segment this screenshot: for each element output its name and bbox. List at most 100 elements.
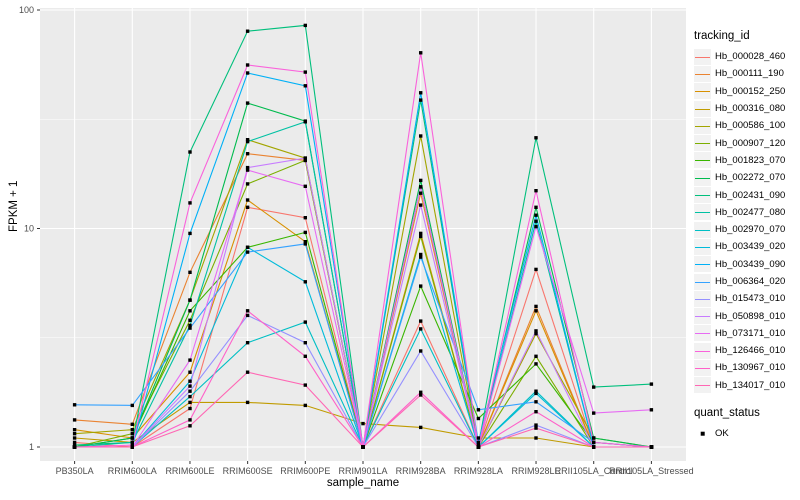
x-tick-label: RRII105LA_Stressed [609,466,694,476]
data-point [245,168,250,172]
data-point [534,304,538,309]
data-point [188,394,192,399]
y-axis-title: FPKM + 1 [8,180,20,232]
data-point [534,309,538,313]
legend-item-label: Hb_000586_100 [715,120,786,132]
legend-item: Hb_003439_090 [694,256,800,273]
data-point [303,84,307,88]
data-point [303,120,307,124]
data-point [361,421,365,426]
data-point [188,370,192,374]
legend-item-label: Hb_126466_010 [715,345,786,357]
legend-item-label: Hb_000152_250 [715,85,786,97]
data-point [72,443,77,447]
legend-item: Hb_000316_080 [694,100,800,117]
data-point [534,423,538,427]
legend-key-line-swatch [694,187,711,204]
data-point [188,298,192,302]
legend-key-line-swatch [694,100,711,117]
data-point [534,224,538,229]
legend-item-label: Hb_130967_010 [715,362,786,374]
data-point [592,440,596,445]
x-tick-label: RRIM600SE [223,466,273,476]
data-point [245,250,250,254]
legend-key-line-swatch [694,290,711,307]
data-point [245,138,250,142]
series-color-line [695,73,710,75]
series-color-line [695,281,710,283]
legend-item-label: Hb_000907_120 [715,137,786,149]
data-point [130,422,134,426]
black-square-point-icon [700,431,705,436]
legend-item-label: Hb_000028_460 [715,51,786,63]
legend-item-label: Hb_134017_010 [715,379,786,391]
data-point [419,425,423,430]
legend-item-label: Hb_002970_070 [715,224,786,236]
data-point [534,189,538,193]
legend-item-label: Hb_001823_070 [715,154,786,166]
data-point [592,445,596,449]
data-point [649,408,654,412]
data-point [245,341,250,345]
data-point [245,63,250,67]
data-point [188,379,192,383]
legend-item-label: Hb_000111_190 [715,68,784,80]
x-tick-label: RRIM600LE [165,466,214,476]
series-color-line [695,333,710,335]
legend-key-line-swatch [694,273,711,290]
legend-key-line-swatch [694,152,711,169]
data-point [419,134,423,138]
data-point [476,408,481,412]
data-point [303,216,307,220]
data-point [303,320,307,324]
x-tick-label: RRIM600LA [108,466,157,476]
data-point [245,245,250,249]
data-point [534,391,538,396]
data-point [534,219,538,223]
data-point [245,313,250,318]
legend-item-label: Hb_015473_010 [715,293,786,305]
data-point [476,440,481,445]
data-point [419,284,423,288]
data-point [188,384,192,388]
legend-item-label: Hb_050898_010 [715,310,786,322]
y-tick-label: 10 [24,224,34,234]
x-tick-label: RRIM928LA [454,466,503,476]
data-point [245,370,250,374]
legend-item: Hb_000028_460 [694,48,800,65]
data-point [419,98,423,102]
legend-item: Hb_126466_010 [694,342,800,359]
data-point [419,231,423,236]
x-tick-label: RRIM928BA [396,466,446,476]
data-point [188,231,192,236]
x-tick-label: RRIM928LE [512,466,561,476]
data-point [419,252,423,257]
legend-key-line-swatch [694,117,711,134]
data-point [72,445,77,449]
data-point [303,383,307,387]
legend-item-label: Hb_073171_010 [715,327,786,339]
legend-item: Hb_130967_010 [694,359,800,376]
data-point [245,182,250,186]
data-point [419,349,423,353]
data-point [534,426,538,430]
legend-item: Hb_001823_070 [694,152,800,169]
data-point [245,71,250,75]
data-point [72,428,77,432]
data-point [534,136,538,140]
data-point [72,403,77,407]
data-point [188,389,192,393]
data-point [419,185,423,189]
legend-item: Hb_015473_010 [694,290,800,307]
series-color-line [695,195,710,197]
series-color-line [695,177,710,179]
series-color-line [695,212,710,214]
data-point [72,432,77,436]
series-color-line [695,316,710,318]
x-tick-label: RRIM600PE [280,466,330,476]
legend-item-label: Hb_002477_080 [715,206,786,218]
legend-item-label: Hb_000316_080 [715,103,786,115]
data-point [303,70,307,74]
